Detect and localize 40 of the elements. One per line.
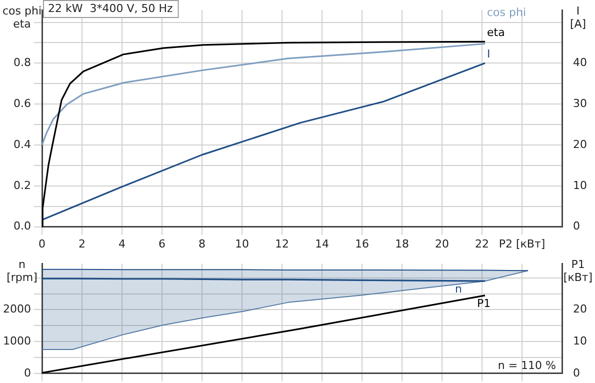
y2-tick-label: 10 bbox=[573, 334, 587, 348]
y2-tick-label: 30 bbox=[573, 96, 587, 110]
x-tick-label: 16 bbox=[355, 237, 369, 250]
x-tick-label: 8 bbox=[198, 237, 206, 250]
y2-tick-label: 0 bbox=[573, 220, 580, 233]
y-tick-label: 0.6 bbox=[14, 96, 31, 110]
x-tick-label: 10 bbox=[235, 237, 249, 250]
text: cos phi bbox=[487, 6, 526, 20]
x-tick-label: 0 bbox=[38, 237, 46, 250]
y2-tick-label: 40 bbox=[573, 56, 587, 70]
x-tick-label: 2 bbox=[78, 237, 86, 250]
y2-axis-title: P1 [кВт] bbox=[563, 258, 593, 284]
y2-tick-label: 20 bbox=[573, 302, 587, 316]
x-tick-label: P2 [кВт] bbox=[498, 237, 546, 250]
y2-axis-title: I [A] bbox=[570, 4, 586, 30]
y2-tick-label: 0 bbox=[573, 366, 580, 380]
series-label: n bbox=[455, 282, 462, 296]
x-tick-label: 6 bbox=[158, 237, 166, 250]
y-tick-label: 2000 bbox=[3, 302, 31, 316]
y-axis-title: n [rpm] bbox=[6, 258, 38, 284]
x-tick-label: 4 bbox=[118, 237, 126, 250]
y-tick-label: 0.0 bbox=[14, 220, 31, 233]
y-tick-label: 0.8 bbox=[14, 56, 31, 70]
annotation: n = 110 % bbox=[498, 358, 556, 372]
x-tick-label: 12 bbox=[275, 237, 289, 250]
y-tick-label: 0 bbox=[24, 366, 31, 380]
y-tick-label: 0.4 bbox=[14, 138, 31, 151]
x-tick-label: 18 bbox=[395, 237, 409, 250]
series-label: I bbox=[487, 48, 490, 61]
x-tick-label: 20 bbox=[435, 237, 449, 250]
y-tick-label: 0.2 bbox=[14, 178, 31, 192]
y2-tick-label: 20 bbox=[573, 138, 587, 151]
series-label: P1 bbox=[477, 296, 491, 310]
x-tick-label: 14 bbox=[315, 237, 329, 250]
x-tick-label: 22 bbox=[475, 237, 489, 250]
y-tick-label: 1000 bbox=[3, 334, 31, 348]
y-axis-title: cos phi eta bbox=[2, 4, 42, 30]
series-label: eta bbox=[487, 26, 505, 40]
chart-title: 22 kW 3*400 V, 50 Hz bbox=[48, 2, 174, 15]
y2-tick-label: 10 bbox=[573, 178, 587, 192]
